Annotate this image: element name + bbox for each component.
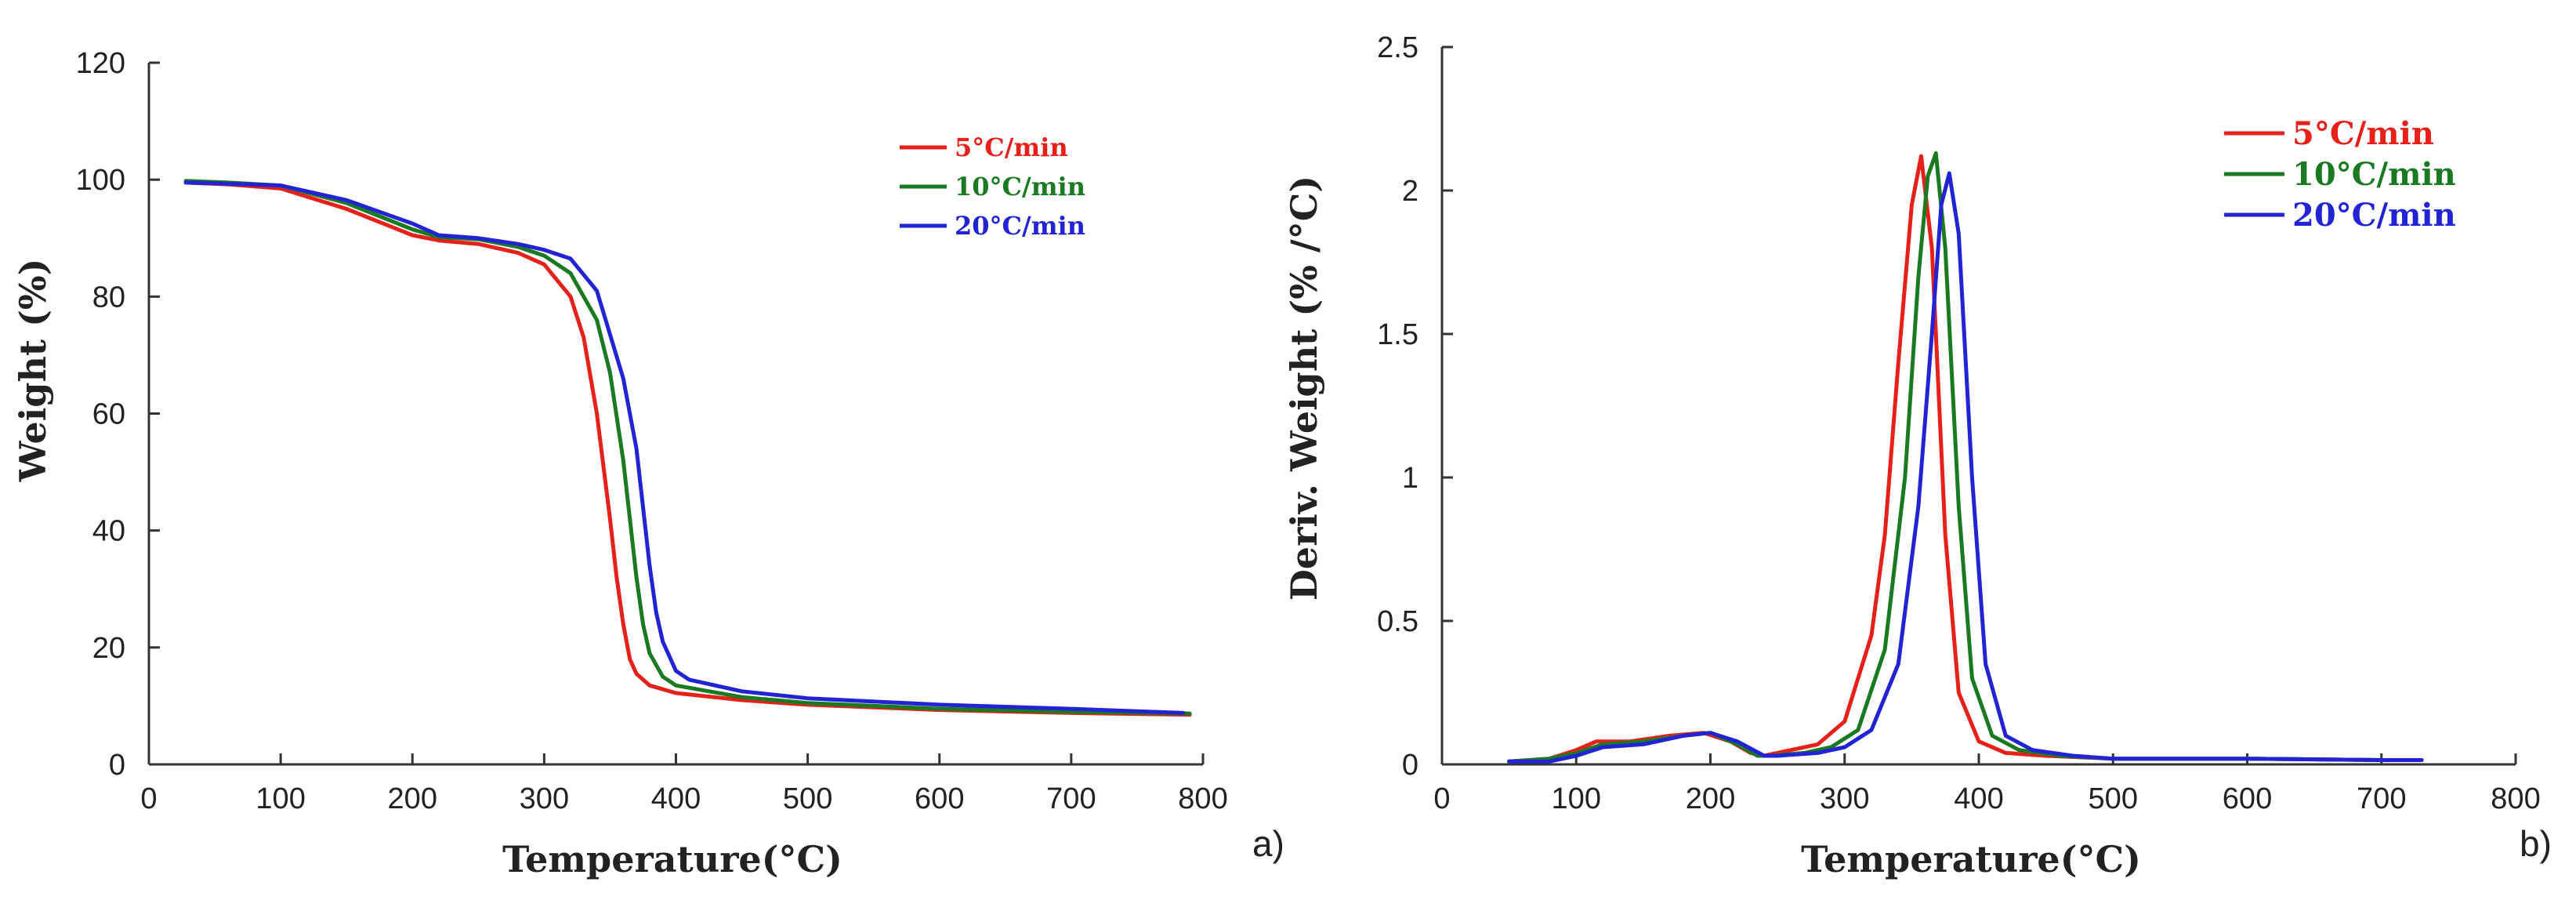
- panel-a-y-tick-label: 20: [92, 632, 125, 665]
- panel-b-dtg-derivative: 0 100 200 300 400 500 600 700 800 0 0.5 1 1.5 2 2.5 5°C…: [1283, 31, 2552, 880]
- panel-a-x-tick-label: 300: [520, 782, 569, 815]
- panel-a-x-tick-label: 500: [783, 782, 832, 815]
- panel-a-x-tick-label: 0: [140, 782, 157, 815]
- panel-b-plot-area: 0 100 200 300 400 500 600 700 800 0 0.5 1 1.5 2 2.5 5°C…: [1377, 31, 2541, 815]
- panel-a-tga-weight: 0 100 200 300 400 500 600 700 800 0 20 40 60 80 100 120…: [12, 47, 1284, 880]
- panel-b-label: b): [2520, 823, 2552, 864]
- panel-a-y-tick-label: 60: [92, 398, 125, 431]
- panel-a-x-tick-label: 200: [388, 782, 437, 815]
- panel-a-label: a): [1252, 823, 1284, 864]
- panel-b-legend-label-1: 5°C/min: [2292, 115, 2434, 152]
- panel-b-y-tick-label: 1: [1402, 462, 1418, 495]
- panel-a-x-tick-label: 100: [255, 782, 305, 815]
- panel-b-x-tick-label: 600: [2223, 782, 2272, 815]
- panel-b-x-tick-label: 100: [1552, 782, 1601, 815]
- panel-b-y-tick-label: 2.5: [1377, 31, 1418, 64]
- panel-b-x-tick-label: 800: [2491, 782, 2540, 815]
- panel-b-legend-label-3: 20°C/min: [2292, 197, 2456, 234]
- panel-b-x-tick-label: 500: [2089, 782, 2138, 815]
- panel-b-x-tick-label: 0: [1433, 782, 1450, 815]
- panel-a-plot-area: 0 100 200 300 400 500 600 700 800 0 20 40 60 80 100 120…: [76, 47, 1228, 815]
- panel-b-y-tick-label: 0.5: [1377, 605, 1418, 638]
- panel-b-series-line-1: [1507, 154, 2424, 764]
- panel-a-series-line-2: [183, 179, 1192, 716]
- panel-a-series-line-3: [183, 180, 1186, 715]
- panel-b-legend-label-2: 10°C/min: [2292, 156, 2456, 193]
- panel-a-y-axis-title: Weight (%): [12, 259, 54, 483]
- panel-b-y-tick-label: 1.5: [1377, 318, 1418, 351]
- panel-b-x-tick-label: 700: [2357, 782, 2406, 815]
- panel-b-x-axis-title: Temperature(°C): [1801, 838, 2141, 880]
- panel-b-y-tick-label: 2: [1402, 175, 1418, 208]
- panel-a-legend-label-3: 20°C/min: [955, 211, 1085, 241]
- panel-a-y-tick-label: 0: [109, 749, 125, 782]
- panel-a-legend-label-1: 5°C/min: [955, 132, 1068, 162]
- panel-b-x-tick-label: 400: [1954, 782, 2003, 815]
- panel-a-y-tick-label: 40: [92, 515, 125, 548]
- panel-b-series-line-2: [1507, 151, 2424, 764]
- panel-a-x-tick-label: 400: [651, 782, 701, 815]
- panel-a-x-tick-label: 600: [915, 782, 964, 815]
- panel-a-series-line-1: [183, 180, 1192, 717]
- panel-a-y-tick-label: 80: [92, 281, 125, 314]
- panel-b-y-tick-label: 0: [1402, 749, 1418, 782]
- panel-b-x-tick-label: 300: [1820, 782, 1869, 815]
- panel-b-x-tick-label: 200: [1686, 782, 1735, 815]
- panel-a-x-tick-label: 700: [1046, 782, 1096, 815]
- panel-a-y-tick-label: 100: [76, 164, 125, 197]
- panel-a-legend-label-2: 10°C/min: [955, 172, 1085, 201]
- panel-b-y-axis-title: Deriv. Weight (% /°C): [1283, 176, 1325, 601]
- panel-b-series-line-3: [1507, 171, 2424, 764]
- panel-a-x-tick-label: 800: [1178, 782, 1227, 815]
- panel-a-y-tick-label: 120: [76, 47, 125, 80]
- panel-a-x-axis-title: Temperature(°C): [502, 838, 842, 880]
